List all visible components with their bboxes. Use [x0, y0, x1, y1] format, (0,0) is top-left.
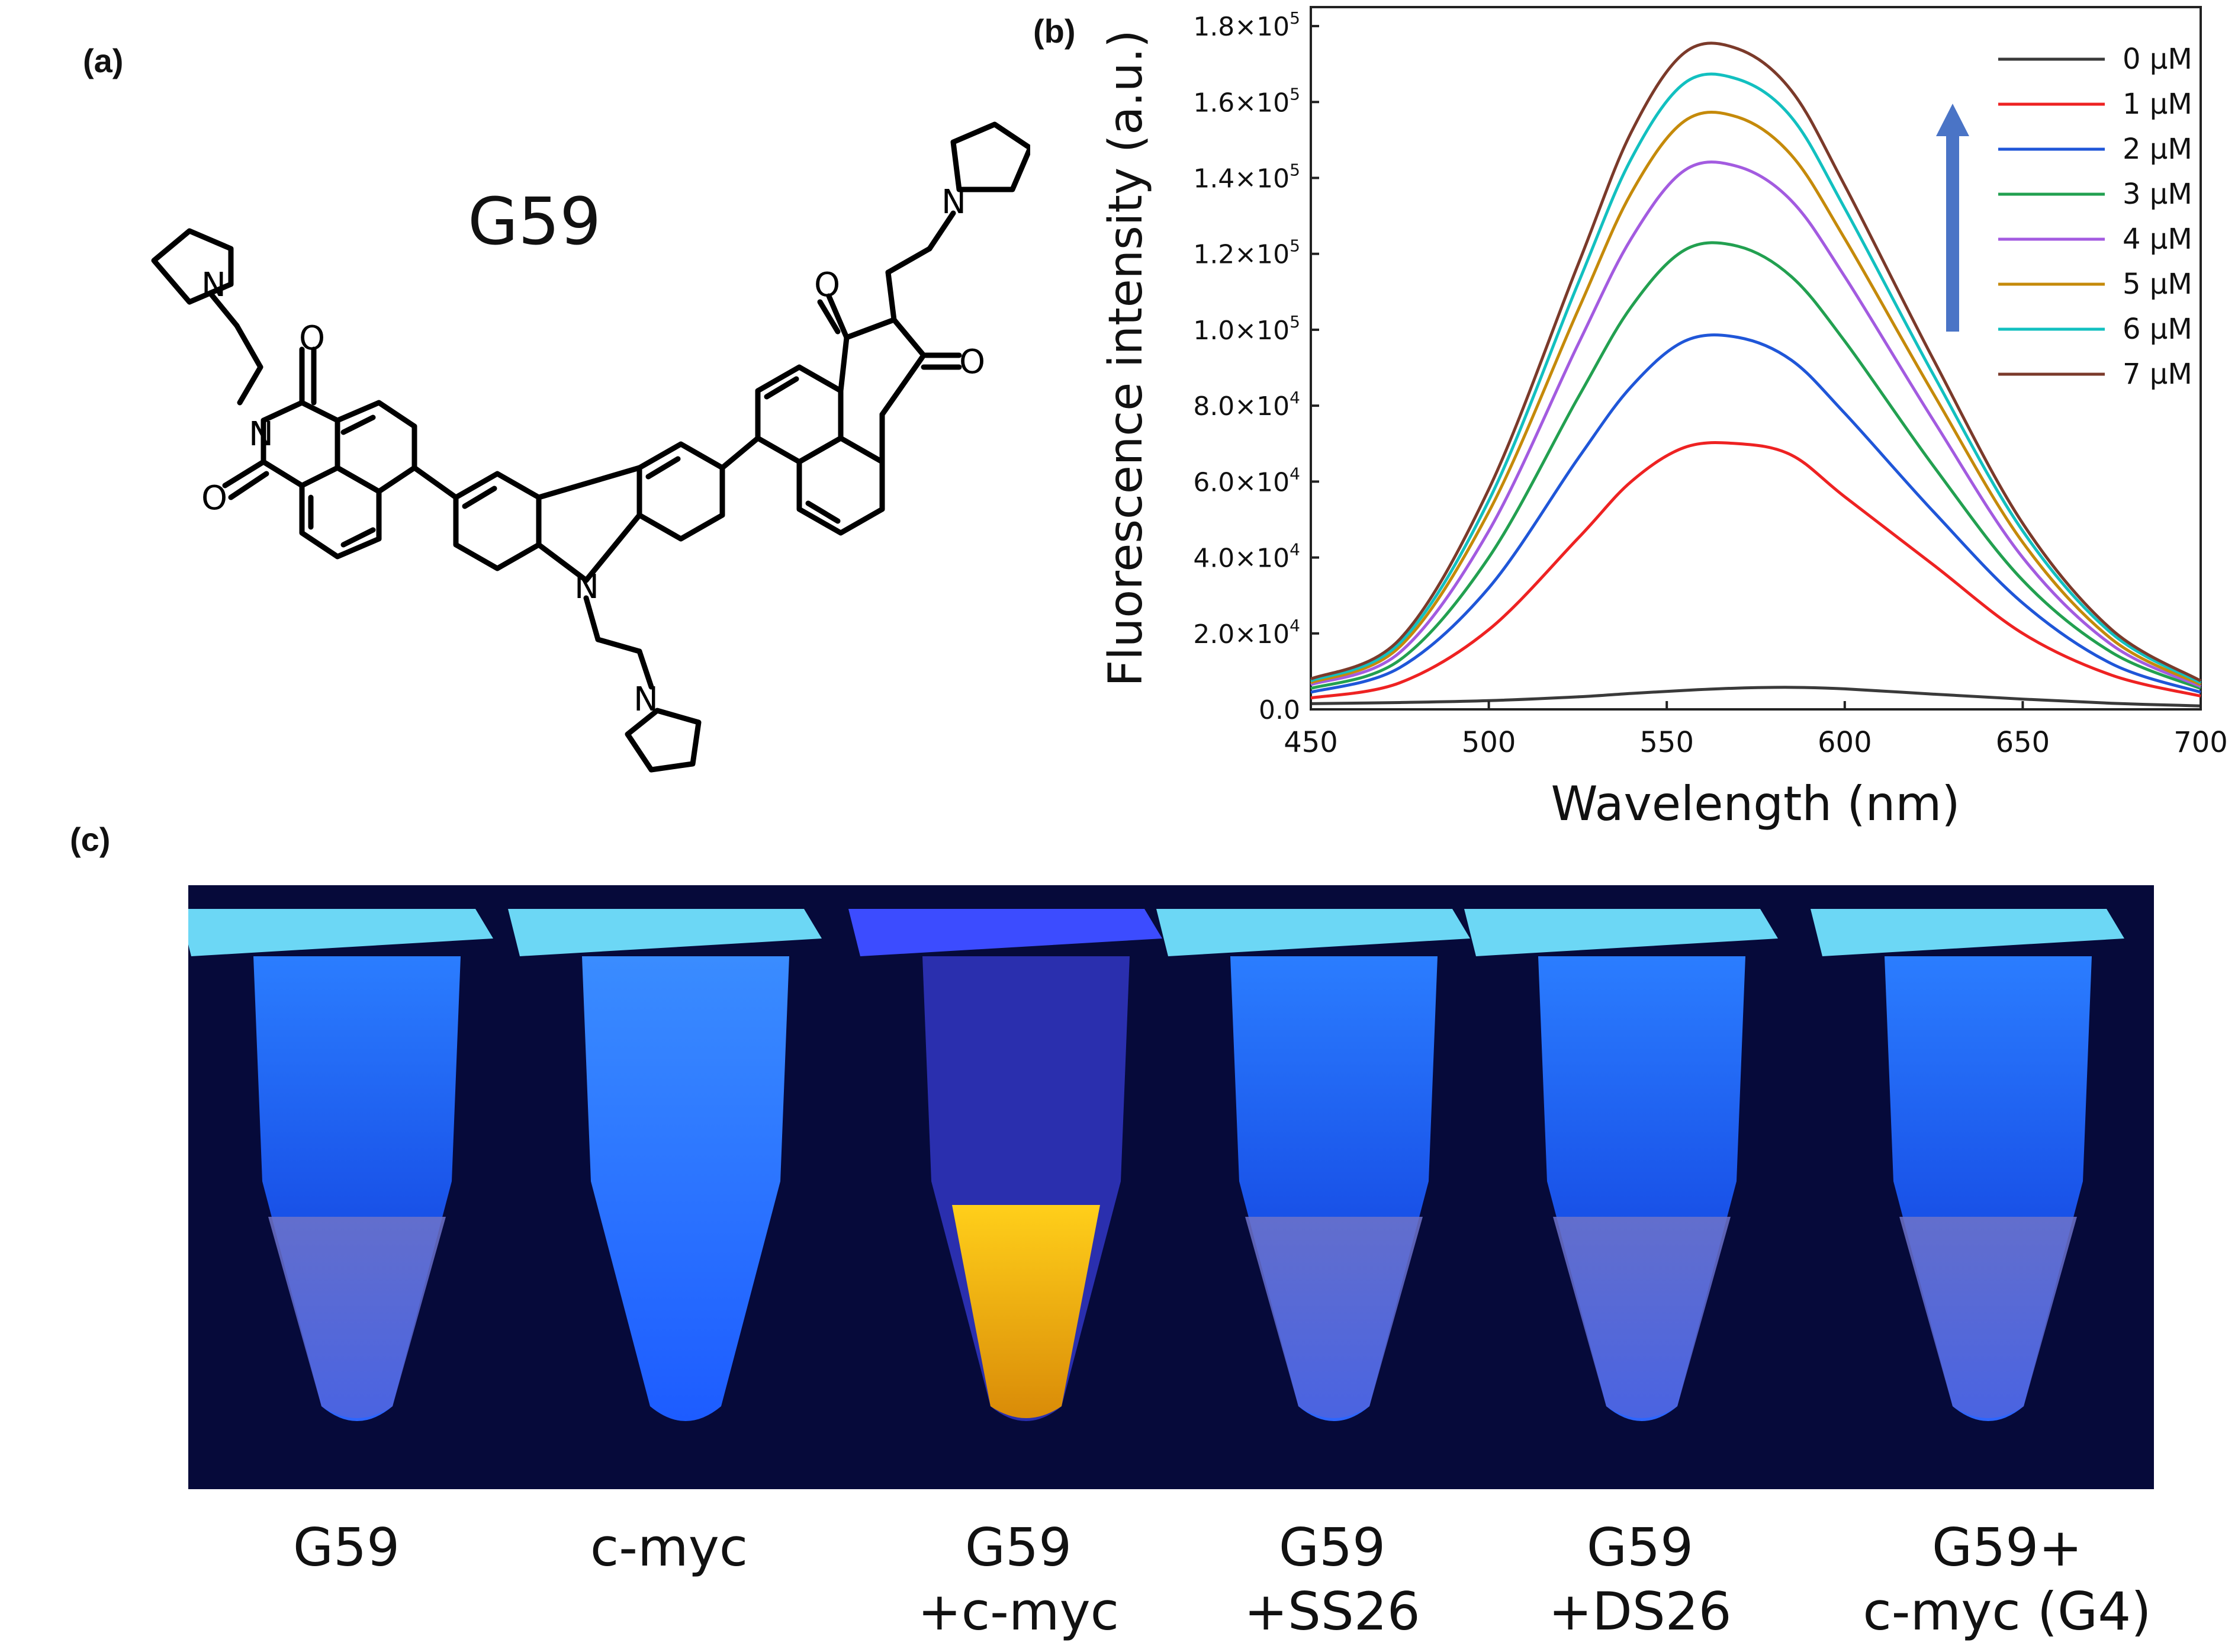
tube-cap — [1811, 909, 2124, 956]
tube-label-line: G59 — [292, 1517, 400, 1578]
y-axis-label: Fluorescence intensity (a.u.) — [1099, 30, 1153, 686]
tube-photograph — [188, 885, 2154, 1489]
plot-frame — [1310, 6, 2202, 711]
tube — [1156, 909, 1470, 1421]
y-tick-label: 0.0 — [1259, 695, 1300, 725]
tube-liquid — [268, 1217, 446, 1418]
series-line — [1310, 111, 2202, 686]
carbazole-left-ring — [453, 471, 542, 571]
atom-n-carbazole: N — [574, 568, 599, 606]
tube — [508, 909, 822, 1421]
atom-n-top: N — [941, 183, 966, 221]
tube-cap — [848, 909, 1162, 956]
series-line — [1310, 72, 2202, 684]
legend-label: 5 μM — [2123, 268, 2192, 301]
atom-o-dione-top: O — [814, 266, 840, 304]
molecule-name: G59 — [468, 184, 602, 259]
legend-label: 3 μM — [2123, 178, 2192, 211]
tube — [848, 909, 1162, 1421]
molecule-structure: N N O O N N O O N — [151, 121, 1030, 773]
tube-label: c-myc — [515, 1516, 823, 1580]
series-line — [1310, 160, 2202, 688]
tube-label-line: G59 — [1278, 1517, 1386, 1578]
tube-liquid — [1899, 1217, 2077, 1418]
y-tick-label: 1.2×105 — [1193, 236, 1300, 270]
tube-label-line: c-myc — [590, 1517, 748, 1578]
x-tick-label: 550 — [1639, 726, 1694, 759]
x-tick-label: 600 — [1818, 726, 1872, 759]
y-tick-label: 1.8×105 — [1193, 8, 1300, 42]
panel-label-b: (b) — [1033, 12, 1076, 50]
x-tick-label: 700 — [2173, 726, 2228, 759]
series-line — [1310, 241, 2201, 690]
tube-label-line: +SS26 — [1244, 1581, 1420, 1642]
atom-o-imide-bottom: O — [201, 479, 227, 518]
tube-label-line: G59 — [1586, 1517, 1694, 1578]
legend-label: 0 μM — [2123, 43, 2192, 76]
y-tick-label: 1.6×105 — [1193, 84, 1300, 118]
tube-cap — [1156, 909, 1470, 956]
atom-n-left: N — [201, 266, 226, 304]
atom-o-imide-top: O — [299, 319, 325, 358]
left-pyrrolidine-ring — [151, 228, 234, 305]
fluorescence-spectrum-chart: 0.0 2.0×104 4.0×104 6.0×104 8.0×104 1.0×105 1.… — [1066, 0, 2238, 841]
legend-label: 6 μM — [2123, 313, 2192, 346]
tube-cap — [508, 909, 822, 956]
left-naphthalene-ring-2 — [299, 465, 382, 560]
tube-liquid — [1553, 1217, 1731, 1418]
tube-liquid — [1245, 1217, 1423, 1418]
tube — [1464, 909, 1778, 1421]
legend-label: 4 μM — [2123, 223, 2192, 256]
tube-cap — [188, 909, 493, 956]
y-tick-label: 1.0×105 — [1193, 312, 1300, 346]
y-tick-label: 6.0×104 — [1193, 464, 1300, 497]
tube-label: G59 +SS26 — [1178, 1516, 1486, 1644]
tube-label-line: +DS26 — [1548, 1581, 1732, 1642]
panel-label-a: (a) — [83, 42, 124, 79]
tube-label: G59+ c-myc (G4) — [1853, 1516, 2161, 1644]
y-tick-label: 4.0×104 — [1193, 540, 1300, 574]
atom-n-bottom: N — [634, 680, 658, 719]
top-pyrrolidine-ring — [950, 121, 1030, 192]
tube-label: G59 +DS26 — [1486, 1516, 1794, 1644]
tube — [188, 909, 493, 1421]
tube-cap — [1464, 909, 1778, 956]
tube-label: G59 +c-myc — [864, 1516, 1172, 1644]
y-tick-label: 2.0×104 — [1193, 616, 1300, 650]
series-line — [1310, 686, 2201, 708]
atom-n-imide: N — [249, 415, 274, 454]
legend-label: 2 μM — [2123, 133, 2192, 166]
tube-liquid-yellow — [952, 1205, 1100, 1418]
series-line — [1310, 333, 2201, 694]
legend-label: 7 μM — [2123, 358, 2192, 391]
tube — [1811, 909, 2124, 1421]
x-tick-label: 500 — [1462, 726, 1516, 759]
x-axis-label: Wavelength (nm) — [1551, 776, 1960, 831]
tube-label-line: c-myc (G4) — [1863, 1581, 2152, 1642]
tube-label-line: +c-myc — [917, 1581, 1120, 1642]
carbazole-right-ring — [636, 441, 725, 542]
y-tick-label: 1.4×105 — [1193, 160, 1300, 194]
tube-label-line: G59+ — [1932, 1517, 2082, 1578]
atom-o-dione-right: O — [959, 343, 985, 381]
panel-label-c: (c) — [70, 821, 111, 858]
legend-label: 1 μM — [2123, 88, 2192, 121]
x-tick-label: 450 — [1284, 726, 1338, 759]
series-line — [1310, 441, 2201, 700]
series-line — [1310, 41, 2202, 683]
tube-body — [582, 956, 789, 1421]
left-naphthalene-ring-1 — [335, 400, 417, 494]
bottom-pyrrolidine-ring — [625, 708, 702, 773]
tube-label: G59 — [192, 1516, 500, 1580]
increase-arrow — [1936, 104, 1969, 332]
tube-label-line: G59 — [964, 1517, 1072, 1578]
right-naphthalene-ring-2 — [796, 435, 885, 536]
chart-svg: 0.0 2.0×104 4.0×104 6.0×104 8.0×104 1.0×105 1.… — [1099, 6, 2228, 831]
x-tick-label: 650 — [1996, 726, 2050, 759]
y-tick-label: 8.0×104 — [1193, 388, 1300, 422]
